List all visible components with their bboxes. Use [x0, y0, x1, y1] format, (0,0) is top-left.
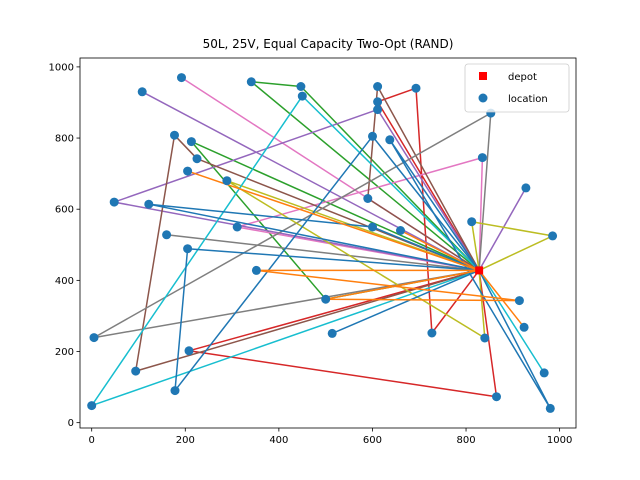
location-point-18 — [222, 176, 232, 186]
location-point-24 — [232, 222, 242, 232]
y-tick-label: 0 — [68, 418, 74, 429]
location-point-32 — [514, 296, 524, 306]
x-tick-label: 800 — [456, 435, 475, 446]
plot-frame — [79, 57, 577, 429]
y-tick-label: 800 — [55, 134, 74, 145]
location-point-27 — [548, 231, 558, 241]
location-point-28 — [162, 230, 172, 240]
location-point-1 — [177, 73, 186, 83]
route-line-1 — [250, 81, 480, 271]
location-point-11 — [170, 130, 179, 140]
location-point-13 — [385, 135, 395, 145]
location-point-7 — [297, 91, 307, 101]
route-line-16 — [90, 95, 480, 407]
legend-depot-marker — [479, 72, 487, 80]
location-point-40 — [539, 368, 549, 378]
x-tick-label: 0 — [89, 435, 95, 446]
location-point-5 — [411, 83, 421, 93]
location-point-16 — [477, 153, 487, 163]
location-point-22 — [363, 194, 373, 203]
location-point-41 — [170, 386, 180, 396]
location-point-29 — [183, 244, 193, 254]
route-line-8 — [113, 108, 480, 272]
location-point-4 — [373, 82, 383, 91]
location-point-12 — [368, 131, 377, 141]
location-point-38 — [184, 346, 194, 356]
y-tick-label: 600 — [55, 205, 74, 216]
x-tick-label: 200 — [176, 435, 195, 446]
location-point-42 — [492, 392, 501, 402]
axis-ticks: 0 200 400 600 800 1000 0 200 400 600 800 1000 — [49, 62, 573, 446]
route-line-11 — [367, 85, 480, 272]
location-point-15 — [192, 154, 202, 164]
location-point-21 — [144, 199, 154, 209]
chart-title: 50L, 25V, Equal Capacity Two-Opt (RAND) — [203, 37, 454, 51]
legend-box — [464, 63, 570, 113]
location-point-31 — [321, 294, 331, 304]
location-point-3 — [296, 82, 306, 91]
location-point-23 — [467, 217, 477, 227]
location-point-17 — [183, 166, 193, 176]
route-line-19 — [148, 203, 480, 272]
location-point-26 — [396, 226, 405, 235]
x-tick-label: 1000 — [547, 435, 572, 446]
location-point-35 — [327, 328, 337, 338]
route-line-4 — [188, 269, 498, 398]
legend: depot location — [464, 63, 570, 113]
y-tick-label: 1000 — [49, 62, 74, 73]
route-line-6 — [236, 156, 484, 272]
legend-depot-label: depot — [508, 72, 537, 83]
location-point-20 — [109, 197, 119, 207]
location-point-19 — [521, 183, 531, 193]
location-point-25 — [368, 222, 377, 232]
legend-location-marker — [478, 93, 488, 103]
location-point-34 — [427, 328, 437, 338]
legend-location-label: location — [508, 94, 548, 105]
location-point-44 — [545, 403, 555, 413]
location-point-14 — [186, 137, 196, 147]
y-tick-label: 200 — [55, 347, 74, 358]
location-point-36 — [480, 333, 490, 343]
x-tick-label: 600 — [363, 435, 382, 446]
location-point-6 — [137, 87, 147, 97]
y-tick-label: 400 — [55, 276, 74, 287]
location-point-33 — [519, 322, 529, 332]
location-point-8 — [373, 97, 383, 107]
location-point-37 — [89, 333, 99, 343]
location-point-43 — [87, 401, 97, 411]
location-point-2 — [246, 77, 256, 87]
location-point-39 — [131, 366, 141, 376]
depot-marker — [475, 266, 484, 275]
route-line-14 — [470, 220, 554, 272]
x-tick-label: 400 — [269, 435, 288, 446]
location-point-30 — [251, 265, 261, 275]
plot-area — [87, 73, 558, 413]
location-point-9 — [373, 105, 383, 115]
route-line-12 — [93, 112, 492, 339]
